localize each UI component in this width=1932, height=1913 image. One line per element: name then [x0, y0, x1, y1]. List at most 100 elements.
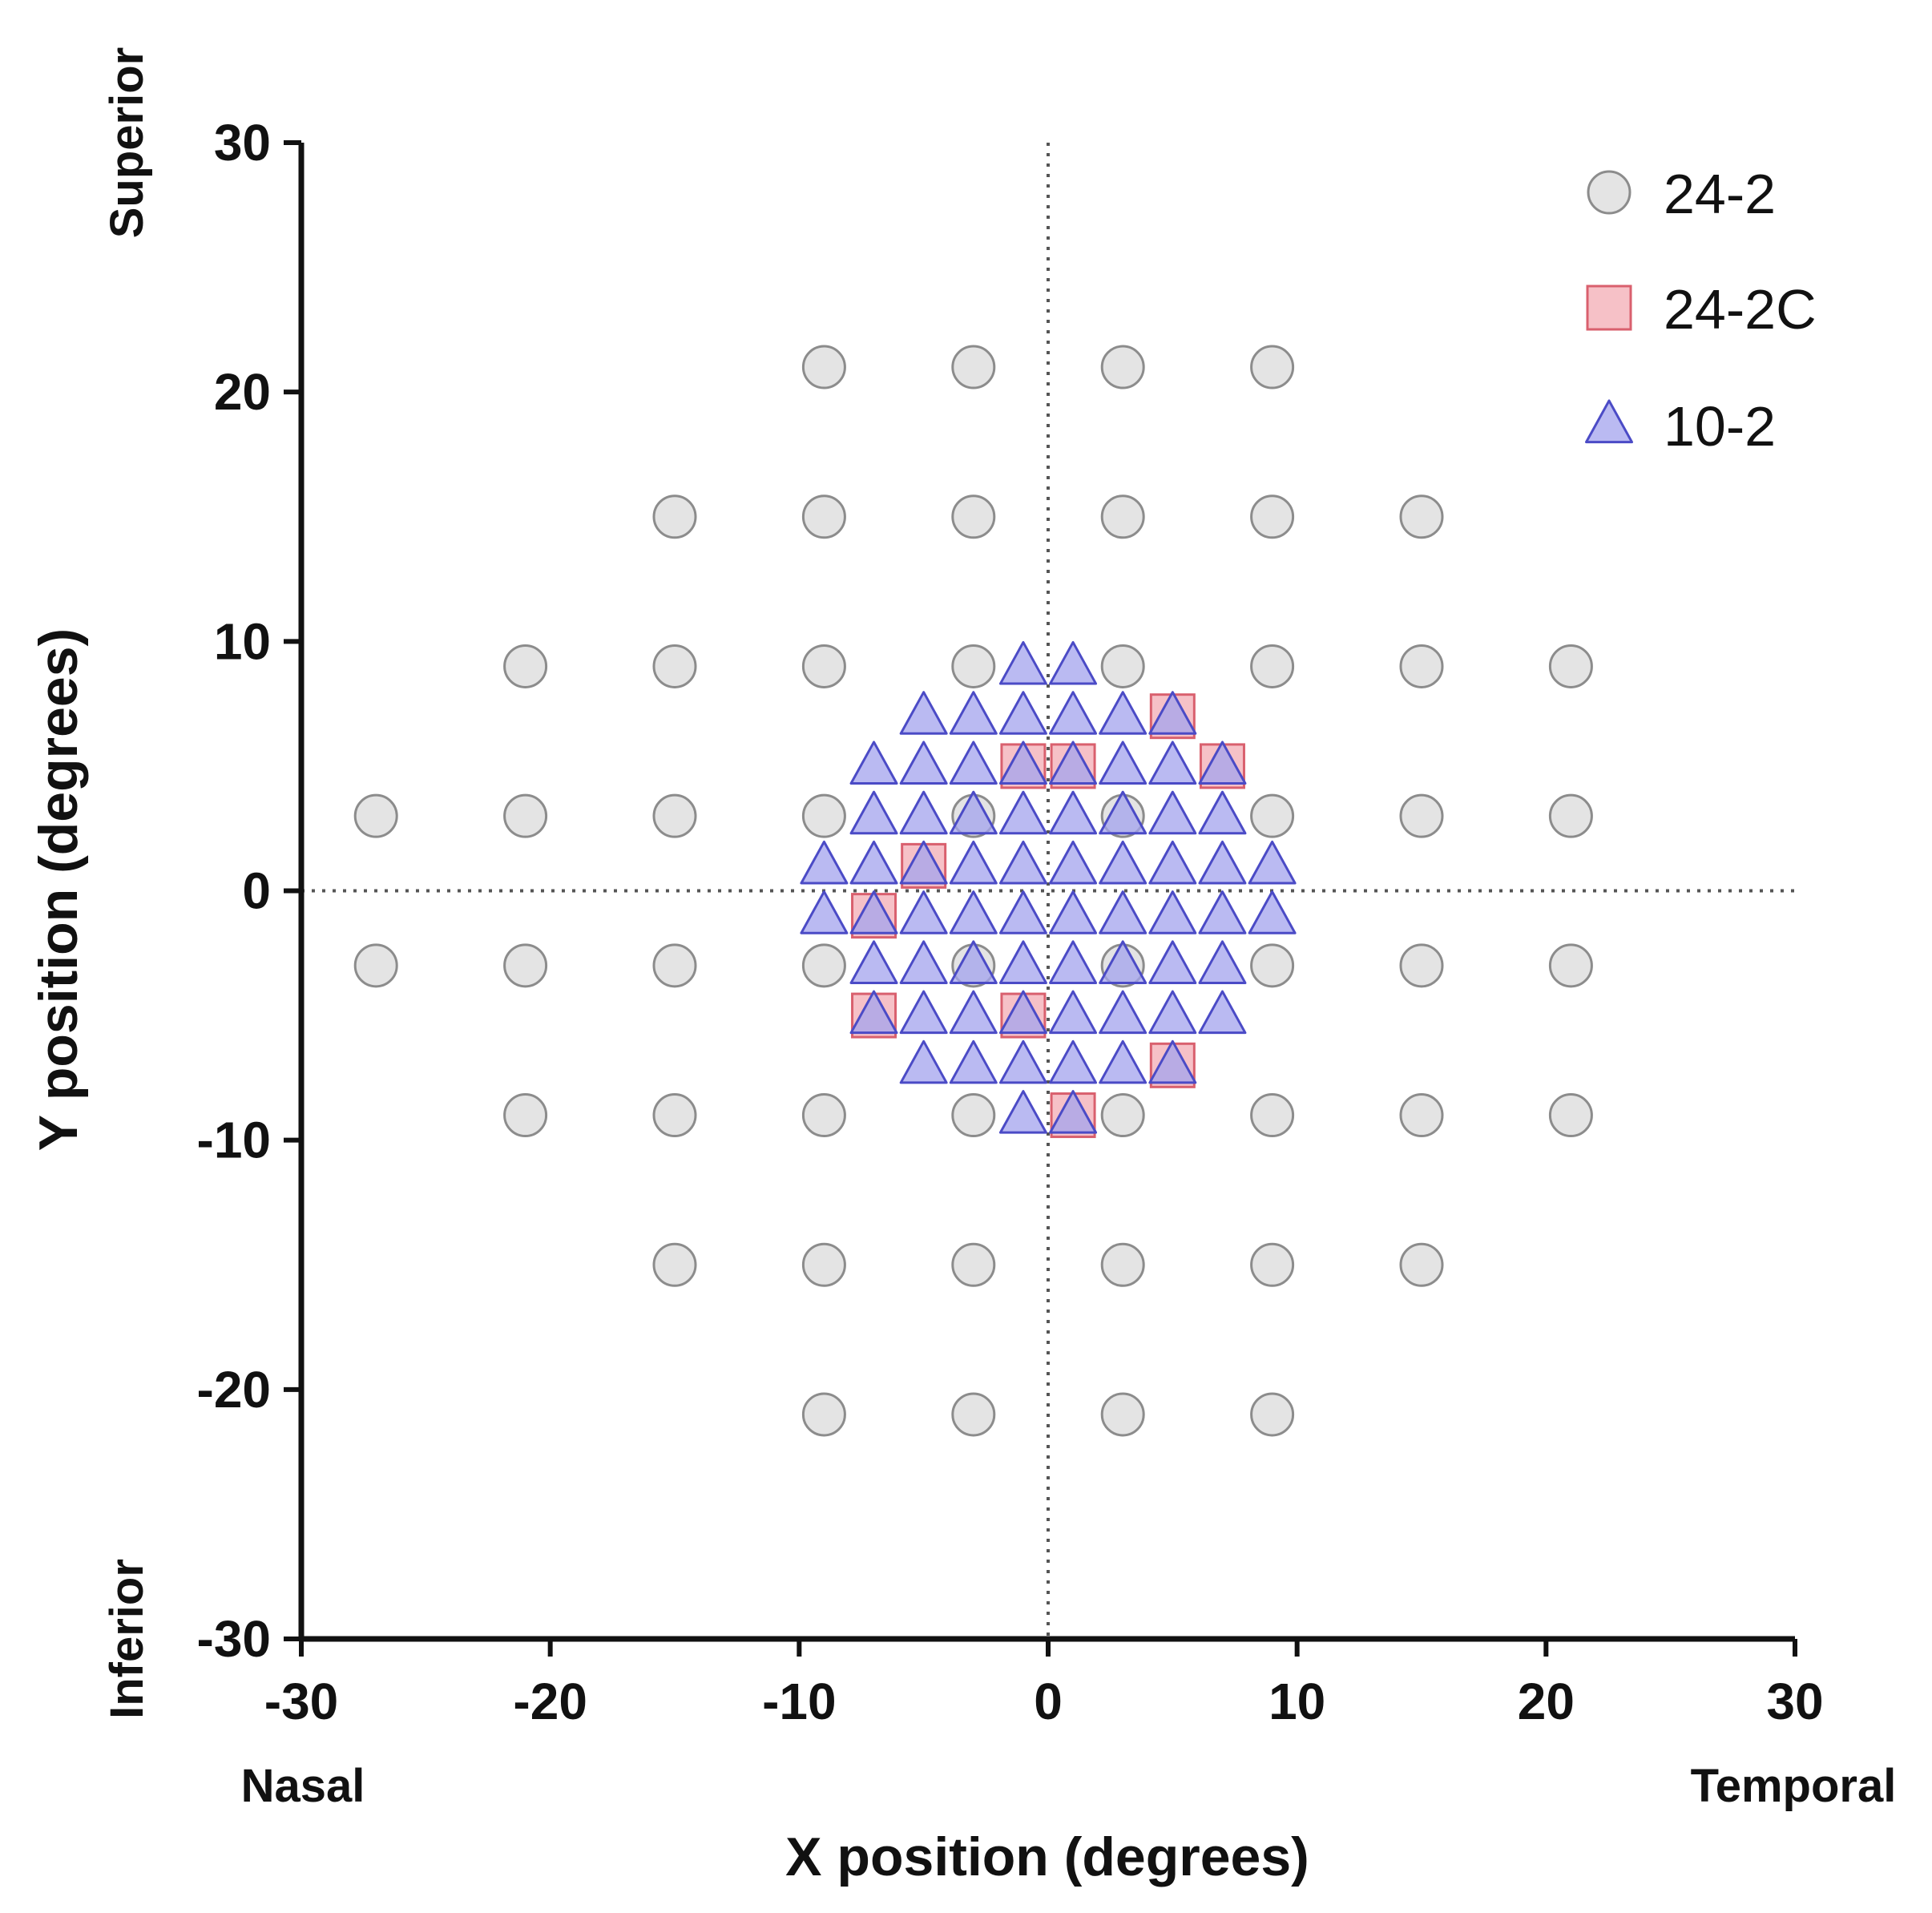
- point-triangle: [899, 890, 948, 934]
- point-circle: [1548, 793, 1593, 838]
- point-circle: [353, 793, 398, 838]
- point-triangle: [998, 691, 1047, 735]
- point-triangle: [1049, 1039, 1098, 1084]
- legend-label: 24-2: [1664, 163, 1776, 225]
- point-circle: [801, 1392, 846, 1437]
- point-circle: [1250, 793, 1295, 838]
- legend-label: 24-2C: [1664, 278, 1817, 341]
- y-tick-label: -20: [197, 1361, 272, 1419]
- point-circle: [503, 1093, 548, 1138]
- point-triangle: [849, 790, 898, 835]
- point-triangle: [1248, 890, 1297, 934]
- x-tick-label: -10: [762, 1673, 837, 1730]
- point-triangle: [1049, 691, 1098, 735]
- point-circle: [1548, 1093, 1593, 1138]
- point-circle: [951, 1242, 996, 1287]
- point-circle: [951, 494, 996, 539]
- point-circle: [1250, 644, 1295, 688]
- point-triangle: [899, 840, 948, 885]
- point-circle: [652, 1093, 697, 1138]
- legend-marker-square: [1586, 285, 1632, 331]
- point-triangle: [1049, 890, 1098, 934]
- point-triangle: [1049, 990, 1098, 1035]
- point-triangle: [949, 890, 998, 934]
- y-tick-label: -30: [197, 1610, 272, 1668]
- point-triangle: [998, 940, 1047, 984]
- point-triangle: [998, 790, 1047, 835]
- point-circle: [801, 1093, 846, 1138]
- point-triangle: [899, 691, 948, 735]
- point-circle: [652, 1242, 697, 1287]
- point-circle: [801, 345, 846, 389]
- point-triangle: [998, 840, 1047, 885]
- point-triangle: [998, 1039, 1047, 1084]
- point-triangle: [899, 741, 948, 785]
- point-triangle: [949, 691, 998, 735]
- series-24-2: [353, 345, 1593, 1437]
- point-circle: [652, 644, 697, 688]
- point-circle: [1399, 1093, 1444, 1138]
- point-circle: [801, 644, 846, 688]
- point-triangle: [1049, 940, 1098, 984]
- point-triangle: [899, 1039, 948, 1084]
- point-circle: [801, 1242, 846, 1287]
- point-triangle: [1099, 790, 1148, 835]
- point-triangle: [1148, 840, 1197, 885]
- point-triangle: [1148, 790, 1197, 835]
- point-circle: [1548, 644, 1593, 688]
- x-tick-label: 20: [1518, 1673, 1575, 1730]
- point-triangle: [1198, 940, 1247, 984]
- x-tick-label: 0: [1034, 1673, 1063, 1730]
- point-triangle: [1148, 1039, 1197, 1084]
- point-triangle: [949, 840, 998, 885]
- tick-labels: -30 -20 -10 0 10 20 30 -30 -20 -10 0 10 20 30: [197, 114, 1824, 1730]
- point-triangle: [949, 741, 998, 785]
- point-circle: [1100, 1392, 1145, 1437]
- point-triangle: [849, 940, 898, 984]
- point-triangle: [1049, 1090, 1098, 1134]
- x-tick-label: -20: [513, 1673, 587, 1730]
- point-circle: [1100, 1242, 1145, 1287]
- superior-label: Superior: [101, 47, 153, 239]
- point-circle: [801, 793, 846, 838]
- y-axis-title: Y position (degrees): [28, 628, 89, 1151]
- legend: 24-2 24-2C 10-2: [1585, 163, 1817, 458]
- point-triangle: [849, 890, 898, 934]
- point-triangle: [1198, 890, 1247, 934]
- point-triangle: [1099, 1039, 1148, 1084]
- data-markers: [353, 345, 1593, 1437]
- point-triangle: [1148, 940, 1197, 984]
- point-triangle: [949, 940, 998, 984]
- point-circle: [1399, 644, 1444, 688]
- point-triangle: [1099, 990, 1148, 1035]
- point-circle: [801, 943, 846, 988]
- point-triangle: [949, 1039, 998, 1084]
- point-triangle: [949, 990, 998, 1035]
- point-triangle: [1099, 691, 1148, 735]
- temporal-label: Temporal: [1691, 1760, 1897, 1812]
- point-circle: [503, 644, 548, 688]
- point-triangle: [1198, 790, 1247, 835]
- x-tick-label: 30: [1766, 1673, 1823, 1730]
- point-triangle: [1148, 990, 1197, 1035]
- point-triangle: [1198, 741, 1247, 785]
- point-triangle: [998, 640, 1047, 685]
- point-circle: [1548, 943, 1593, 988]
- reference-lines: [301, 143, 1795, 1639]
- point-triangle: [1198, 840, 1247, 885]
- point-triangle: [998, 890, 1047, 934]
- point-triangle: [1148, 741, 1197, 785]
- y-tick-label: 30: [214, 114, 271, 172]
- point-circle: [1250, 1093, 1295, 1138]
- point-triangle: [849, 840, 898, 885]
- point-circle: [1399, 494, 1444, 539]
- x-axis-title: X position (degrees): [785, 1826, 1309, 1887]
- point-circle: [1399, 793, 1444, 838]
- point-circle: [503, 793, 548, 838]
- point-triangle: [1099, 890, 1148, 934]
- point-circle: [652, 793, 697, 838]
- legend-marker-triangle: [1585, 399, 1633, 444]
- point-circle: [801, 494, 846, 539]
- series-10-2: [800, 640, 1297, 1134]
- point-triangle: [998, 1090, 1047, 1134]
